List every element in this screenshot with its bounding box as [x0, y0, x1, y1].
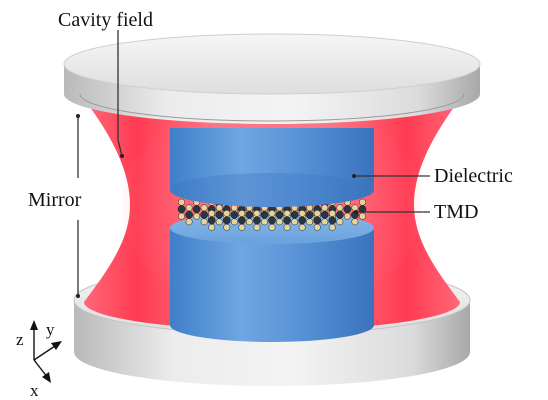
tmd-metal-atom — [305, 210, 314, 219]
tmd-chalcogen-atom — [298, 209, 306, 217]
x-axis-label: x — [30, 381, 39, 400]
tmd-metal-atom — [335, 210, 344, 219]
tmd-metal-atom — [343, 205, 352, 214]
tmd-chalcogen-atom — [223, 209, 231, 217]
tmd-metal-atom — [275, 210, 284, 219]
tmd-chalcogen-atom — [283, 223, 291, 231]
tmd-metal-atom — [320, 210, 329, 219]
tmd-metal-atom — [328, 216, 337, 225]
tmd-metal-atom — [298, 216, 307, 225]
tmd-chalcogen-atom — [268, 209, 276, 217]
tmd-chalcogen-atom — [359, 212, 366, 220]
tmd-metal-atom — [268, 216, 276, 225]
tmd-chalcogen-atom — [200, 204, 208, 212]
tmd-chalcogen-atom — [193, 212, 201, 220]
coordinate-axes: z y x — [16, 320, 62, 400]
tmd-label: TMD — [434, 201, 478, 223]
tmd-chalcogen-atom — [268, 223, 276, 231]
tmd-chalcogen-atom — [276, 218, 283, 226]
cavity-field-label: Cavity field — [58, 9, 153, 31]
tmd-chalcogen-atom — [321, 204, 329, 212]
tmd-chalcogen-atom — [215, 218, 223, 226]
tmd-metal-atom — [260, 210, 269, 219]
top-mirror — [63, 33, 481, 124]
tmd-metal-atom — [245, 210, 254, 219]
tmd-chalcogen-atom — [200, 218, 208, 226]
tmd-chalcogen-atom — [253, 209, 261, 217]
tmd-chalcogen-atom — [253, 223, 261, 231]
tmd-chalcogen-atom — [351, 204, 359, 212]
upper-dielectric — [170, 128, 374, 207]
tmd-chalcogen-atom — [306, 218, 314, 226]
tmd-chalcogen-atom — [328, 223, 336, 231]
tmd-chalcogen-atom — [336, 204, 344, 212]
tmd-chalcogen-atom — [178, 198, 185, 206]
tmd-metal-atom — [177, 205, 186, 214]
tmd-metal-atom — [207, 216, 216, 225]
tmd-metal-atom — [237, 216, 246, 225]
tmd-chalcogen-atom — [238, 209, 246, 217]
tmd-metal-atom — [215, 210, 224, 219]
tmd-chalcogen-atom — [223, 223, 231, 231]
tmd-chalcogen-atom — [208, 209, 216, 217]
lower-dielectric — [170, 212, 374, 342]
tmd-metal-atom — [222, 216, 231, 225]
tmd-chalcogen-atom — [313, 209, 321, 217]
tmd-chalcogen-atom — [298, 223, 306, 231]
y-axis-label: y — [46, 320, 55, 339]
tmd-metal-atom — [230, 210, 239, 219]
tmd-chalcogen-atom — [359, 198, 366, 206]
tmd-chalcogen-atom — [328, 209, 336, 217]
tmd-chalcogen-atom — [313, 223, 321, 231]
tmd-metal-atom — [290, 210, 299, 219]
tmd-chalcogen-atom — [238, 223, 246, 231]
tmd-chalcogen-atom — [343, 212, 351, 220]
tmd-metal-atom — [200, 210, 209, 219]
tmd-chalcogen-atom — [261, 218, 268, 226]
tmd-chalcogen-atom — [185, 218, 193, 226]
tmd-metal-atom — [283, 216, 291, 225]
tmd-metal-atom — [313, 216, 322, 225]
tmd-chalcogen-atom — [185, 204, 193, 212]
tmd-chalcogen-atom — [178, 212, 185, 220]
tmd-chalcogen-atom — [230, 218, 238, 226]
tmd-chalcogen-atom — [245, 218, 253, 226]
tmd-chalcogen-atom — [321, 218, 329, 226]
dielectric-label: Dielectric — [434, 165, 513, 187]
mirror-label: Mirror — [28, 189, 82, 211]
tmd-chalcogen-atom — [215, 204, 223, 212]
leader-lines — [76, 30, 430, 298]
z-axis-label: z — [16, 330, 24, 349]
tmd-chalcogen-atom — [351, 218, 359, 226]
tmd-metal-atom — [185, 210, 193, 219]
tmd-chalcogen-atom — [283, 209, 291, 217]
tmd-metal-atom — [192, 205, 201, 214]
tmd-chalcogen-atom — [291, 218, 299, 226]
tmd-metal-atom — [253, 216, 261, 225]
tmd-chalcogen-atom — [336, 218, 344, 226]
tmd-chalcogen-atom — [208, 223, 216, 231]
